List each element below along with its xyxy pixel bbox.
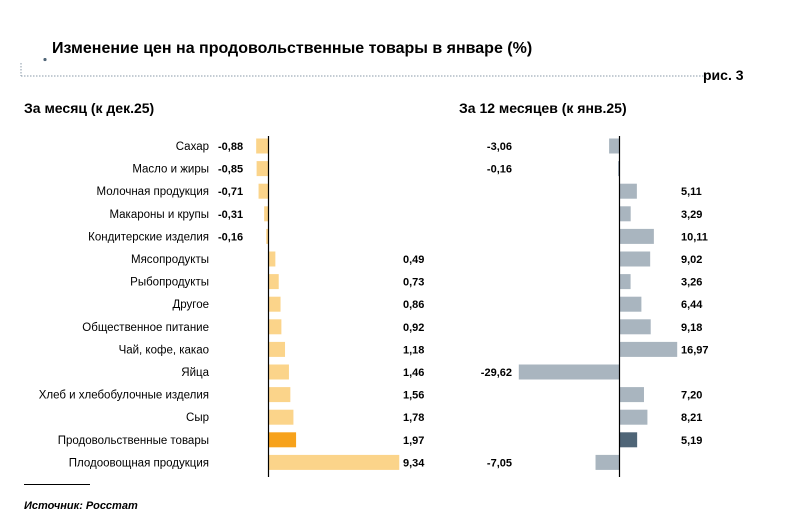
month-bar	[268, 274, 279, 290]
category-label: Общественное питание	[82, 322, 209, 334]
year-value-label: 7,20	[681, 390, 702, 402]
year-value-label: 6,44	[681, 299, 703, 311]
category-label: Сыр	[186, 412, 209, 424]
year-bar	[619, 228, 654, 244]
month-bar	[268, 387, 291, 403]
month-bar	[256, 138, 269, 154]
month-value-label: 9,34	[403, 457, 425, 469]
month-value-label: -0,71	[218, 186, 243, 198]
source-note: Источник: Росстат	[24, 500, 138, 512]
year-bar	[609, 138, 620, 154]
year-bar	[619, 183, 637, 199]
month-bar	[268, 341, 286, 357]
category-label: Макароны и крупы	[109, 209, 209, 221]
month-bar	[266, 228, 269, 244]
month-value-label: 0,73	[403, 277, 424, 289]
month-value-label: 0,49	[403, 254, 424, 266]
month-bar	[268, 319, 282, 335]
month-value-label: 1,56	[403, 390, 424, 402]
year-value-label: 9,02	[681, 254, 702, 266]
year-bar	[619, 296, 642, 312]
year-value-label: -3,06	[487, 141, 512, 153]
year-value-label: 10,11	[681, 231, 708, 243]
year-value-label: 5,11	[681, 186, 702, 198]
month-bar	[268, 409, 294, 425]
month-value-label: -0,16	[218, 231, 243, 243]
year-bar	[619, 387, 644, 403]
year-value-label: 3,26	[681, 277, 702, 289]
year-value-label: -29,62	[481, 367, 512, 379]
year-value-label: 16,97	[681, 344, 709, 356]
category-label: Молочная продукция	[97, 186, 210, 198]
month-value-label: -0,88	[218, 141, 243, 153]
category-label: Продовольственные товары	[58, 435, 209, 447]
month-value-label: 1,18	[403, 344, 424, 356]
month-value-label: 1,97	[403, 435, 424, 447]
year-bar	[619, 319, 651, 335]
category-label: Плодоовощная продукция	[69, 457, 209, 469]
year-value-label: -7,05	[487, 457, 512, 469]
source-rule	[24, 484, 90, 485]
year-bar	[619, 409, 648, 425]
month-value-label: 1,78	[403, 412, 424, 424]
category-label: Яйца	[181, 367, 209, 379]
month-bar	[258, 183, 269, 199]
year-bar	[619, 341, 678, 357]
month-bar	[268, 296, 281, 312]
category-label: Мясопродукты	[131, 254, 209, 266]
month-bar	[256, 161, 269, 177]
year-value-label: -0,16	[487, 164, 512, 176]
category-label: Хлеб и хлебобулочные изделия	[39, 390, 209, 402]
figure-label: рис. 3	[703, 67, 744, 83]
title-dotted-rule	[20, 58, 708, 77]
year-value-label: 5,19	[681, 435, 702, 447]
month-bar	[264, 206, 269, 222]
month-bar	[268, 432, 297, 448]
month-bar	[268, 364, 289, 380]
category-label: Масло и жиры	[132, 164, 209, 176]
month-bar	[268, 251, 276, 267]
year-bar	[619, 251, 651, 267]
category-label: Другое	[172, 299, 209, 311]
year-bar	[518, 364, 620, 380]
year-bar	[619, 432, 638, 448]
category-label: Рыбопродукты	[130, 277, 209, 289]
year-bar	[618, 161, 620, 177]
category-label: Кондитерские изделия	[88, 231, 209, 243]
category-label: Сахар	[176, 141, 209, 153]
month-value-label: 0,86	[403, 299, 424, 311]
month-value-label: -0,85	[218, 164, 243, 176]
month-bar	[268, 454, 400, 470]
year-panel-title: За 12 месяцев (к янв.25)	[459, 100, 627, 116]
year-value-label: 3,29	[681, 209, 702, 221]
year-bar	[619, 274, 631, 290]
chart-title: Изменение цен на продовольственные товар…	[52, 40, 533, 57]
year-value-label: 9,18	[681, 322, 702, 334]
month-value-label: 0,92	[403, 322, 424, 334]
month-panel-title: За месяц (к дек.25)	[24, 100, 155, 116]
year-bar	[595, 454, 620, 470]
month-value-label: -0,31	[218, 209, 243, 221]
category-label: Чай, кофе, какао	[119, 344, 209, 356]
month-value-label: 1,46	[403, 367, 424, 379]
year-value-label: 8,21	[681, 412, 702, 424]
year-bar	[619, 206, 631, 222]
